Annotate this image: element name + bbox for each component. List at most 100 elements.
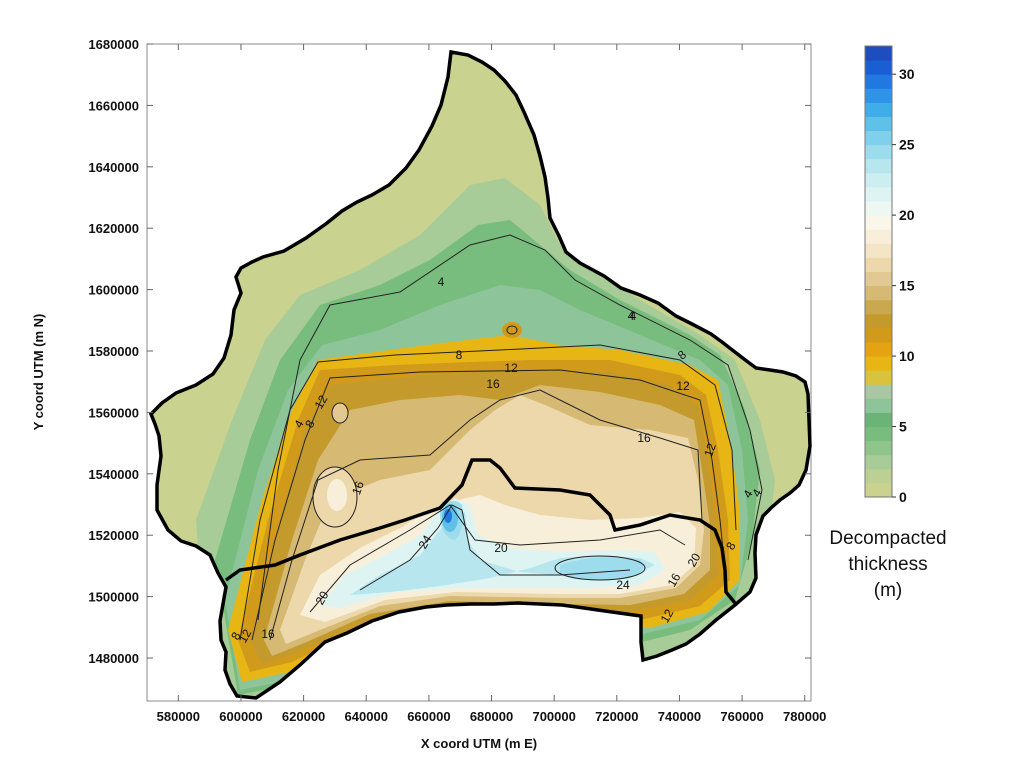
colorbar-swatch (865, 201, 892, 216)
y-tick-label: 1640000 (88, 160, 139, 175)
fill-band-northwest-spot (332, 403, 348, 423)
contour-label-text: 24 (416, 532, 435, 551)
contour-label: 12 (236, 626, 255, 645)
contour-label: 24 (616, 578, 630, 592)
contour-label: 12 (676, 379, 690, 393)
x-tick-label: 740000 (658, 709, 701, 724)
y-tick-label: 1520000 (88, 528, 139, 543)
colorbar-swatch (865, 327, 892, 343)
colorbar-swatch (865, 116, 892, 132)
contour-label-text: 20 (685, 550, 704, 569)
contour-label: 12 (701, 441, 719, 459)
colorbar-swatch (865, 285, 892, 301)
colorbar-swatch (865, 144, 892, 160)
contour-label: 20 (685, 550, 704, 569)
colorbar-swatch (865, 271, 892, 287)
fill-band-west-high-core (327, 479, 347, 511)
contour-label-text: 20 (494, 541, 508, 555)
y-tick-label: 1540000 (88, 467, 139, 482)
fill-band-north-peak (502, 322, 522, 338)
colorbar-swatch (865, 186, 892, 202)
colorbar-swatch (865, 370, 892, 385)
contour-label-text: 16 (261, 627, 275, 641)
contour-line-24 (359, 504, 631, 591)
contour-label: 16 (665, 570, 684, 589)
contour-label: 16 (637, 431, 651, 445)
contour-line-12 (251, 369, 727, 641)
y-tick-label: 1600000 (88, 283, 139, 298)
contour-label-text: 16 (665, 570, 684, 589)
colorbar-swatch (865, 412, 892, 428)
colorbar-swatch (865, 313, 892, 329)
colorbar-swatch (865, 243, 892, 258)
contour-lines (239, 234, 763, 641)
colorbar-tick-label: 25 (899, 137, 915, 153)
colorbar-swatch (865, 88, 892, 103)
y-tick-label: 1620000 (88, 221, 139, 236)
contour-label-text: 12 (658, 606, 677, 625)
contour-label: 12 (658, 606, 677, 625)
colorbar-swatch (865, 341, 892, 357)
contour-label: 4 (630, 309, 637, 323)
contour-label-text: 4 (628, 309, 635, 323)
contour-label-text: 12 (504, 361, 518, 375)
x-tick-label: 700000 (532, 709, 575, 724)
thickness-contour-fill (151, 52, 810, 698)
contour-label-text: 16 (637, 431, 651, 445)
contour-label: 16 (486, 377, 500, 391)
basin-outline (148, 49, 812, 700)
colorbar-swatch (865, 172, 892, 188)
colorbar-swatch (865, 215, 892, 230)
contour-label: 16 (349, 479, 367, 497)
contour-label-text: 4 (630, 309, 637, 323)
colorbar-swatch (865, 482, 892, 498)
x-tick-label: 720000 (595, 709, 638, 724)
x-tick-label: 600000 (219, 709, 262, 724)
colorbar-swatch (865, 356, 892, 371)
y-tick-label: 1580000 (88, 344, 139, 359)
contour-label-text: 4 (438, 275, 445, 289)
contour-label-text: 16 (486, 377, 500, 391)
y-tick-label: 1500000 (88, 590, 139, 605)
contour-label: 12 (312, 392, 331, 411)
y-axis: 1480000 1500000 1520000 1540000 1560000 15800… (88, 37, 811, 666)
contour-label: 8 (456, 348, 463, 362)
colorbar-swatch (865, 102, 892, 117)
colorbar-tick-label: 5 (899, 419, 907, 435)
fill-band-26m-east (560, 556, 644, 581)
colorbar-title-line-1: Decompacted (829, 528, 946, 549)
contour-line-20 (309, 504, 686, 613)
colorbar-tick-label: 10 (899, 348, 915, 364)
x-tick-label: 660000 (407, 709, 450, 724)
x-tick-label: 760000 (720, 709, 763, 724)
contour-label: 16 (261, 627, 275, 641)
contour-line-north-peak (506, 325, 518, 335)
colorbar-ticks: 0 5 10 15 20 25 30 (892, 66, 915, 505)
contour-label-text: 12 (312, 392, 331, 411)
contour-line-16 (269, 389, 703, 641)
colorbar-swatch (865, 74, 892, 89)
colorbar-swatch (865, 46, 892, 61)
colorbar-swatch (865, 257, 892, 272)
contour-line-8 (239, 344, 737, 641)
colorbar-swatch (865, 426, 892, 442)
contour-line-northwest-spot (331, 402, 349, 424)
y-tick-label: 1480000 (88, 651, 139, 666)
contour-label: 4 (438, 275, 445, 289)
contour-label: 12 (504, 361, 518, 375)
colorbar-swatch (865, 158, 892, 174)
contour-line-4 (257, 234, 763, 621)
colorbar-title: Decompacted thickness (m) (829, 528, 946, 601)
colorbar-swatch (865, 60, 892, 75)
colorbar-swatch (865, 440, 892, 456)
contour-label-text: 8 (456, 348, 463, 362)
colorbar-title-line-2: thickness (848, 554, 927, 575)
colorbar-swatch (865, 468, 892, 484)
fill-band-30m (444, 509, 452, 523)
contour-line-west-high (312, 466, 358, 528)
contour-label-text: 12 (701, 441, 719, 459)
y-tick-label: 1680000 (88, 37, 139, 52)
subregion-outline (224, 458, 737, 605)
